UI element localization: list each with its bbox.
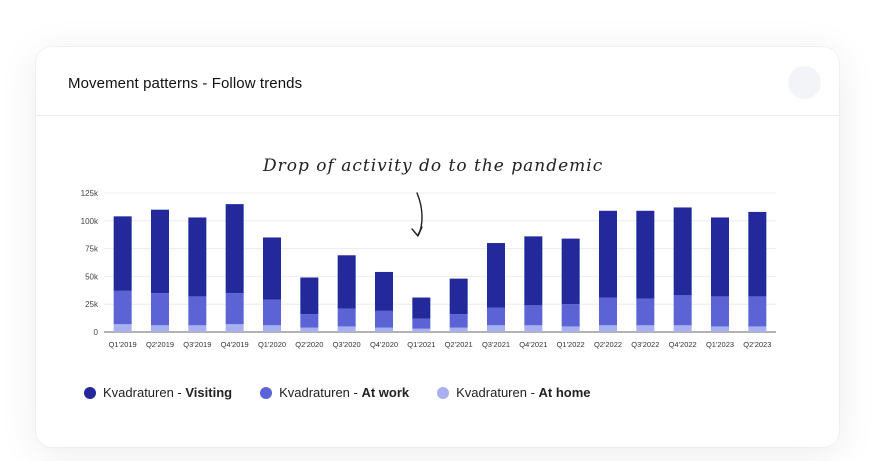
x-tick-label: Q2'2019: [146, 340, 174, 349]
legend-swatch-at-home: [437, 386, 450, 399]
x-tick-label: Q4'2021: [519, 340, 547, 349]
y-tick-label: 0: [94, 328, 99, 337]
bar-segment-at-home: [151, 325, 169, 332]
bar-segment-visiting: [151, 209, 169, 294]
bar-segment-at-home: [375, 327, 393, 332]
bar-segment-at-work: [151, 293, 169, 326]
legend-item-at-home[interactable]: Kvadraturen - At home: [437, 385, 591, 400]
bar-segment-visiting: [636, 210, 655, 299]
x-tick-label: Q1'2020: [258, 340, 286, 349]
bar-segment-at-home: [673, 325, 692, 332]
bar-segment-at-work: [263, 299, 281, 326]
bar-segment-at-home: [524, 325, 543, 332]
bar-segment-at-home: [748, 326, 767, 332]
bar-segment-visiting: [113, 216, 132, 291]
bar-segment-visiting: [449, 278, 468, 315]
bar-segment-at-home: [636, 325, 655, 332]
legend-item-at-work[interactable]: Kvadraturen - At work: [260, 385, 409, 400]
card-header: Movement patterns - Follow trends: [36, 47, 839, 116]
bar-segment-at-work: [449, 314, 468, 328]
y-tick-label: 100k: [81, 217, 99, 226]
bar-segment-at-home: [188, 325, 207, 332]
bar-segment-at-work: [375, 310, 393, 328]
bar-segment-visiting: [375, 271, 393, 311]
x-tick-label: Q1'2022: [557, 340, 585, 349]
bar-segment-at-work: [225, 293, 244, 325]
x-tick-label: Q2'2021: [445, 340, 473, 349]
legend-label-bold: At work: [361, 385, 410, 400]
x-tick-label: Q3'2019: [183, 340, 211, 349]
bar-segment-at-work: [748, 296, 767, 327]
x-tick-label: Q4'2020: [370, 340, 398, 349]
bar-segment-visiting: [524, 236, 543, 306]
x-tick-label: Q4'2022: [669, 340, 697, 349]
bar-segment-at-home: [300, 327, 319, 332]
legend-label-bold: At home: [538, 385, 591, 400]
bar-segment-at-work: [599, 297, 617, 326]
legend-label-prefix: Kvadraturen -: [279, 385, 362, 400]
stacked-bar-chart: 0 25k 50k 75k 100k 125k Q1'2019 Q2'2019 Q3'2019 Q…: [81, 156, 776, 349]
annotation-text: Drop of activity do to the pandemic: [262, 156, 603, 176]
bar-segment-visiting: [263, 237, 281, 300]
bar-segment-at-home: [599, 325, 617, 332]
x-tick-label: Q3'2020: [333, 340, 361, 349]
bar-segment-at-home: [449, 327, 468, 332]
x-tick-label: Q3'2022: [631, 340, 659, 349]
x-tick-label: Q4'2019: [221, 340, 249, 349]
bar-segment-at-home: [487, 325, 505, 332]
y-tick-label: 125k: [81, 189, 99, 198]
bar-segment-visiting: [748, 211, 767, 297]
bar-segment-visiting: [412, 297, 431, 319]
bar-segment-at-home: [561, 326, 580, 332]
y-tick-label: 75k: [85, 245, 99, 254]
menu-circle-icon[interactable]: [788, 66, 821, 99]
bar-segment-at-work: [300, 314, 319, 328]
bar-segment-visiting: [487, 243, 505, 308]
legend-swatch-at-work: [260, 386, 273, 399]
bar-segment-at-work: [337, 308, 356, 327]
bar-segment-at-work: [636, 298, 655, 326]
y-tick-label: 25k: [85, 300, 99, 309]
bar-segment-at-work: [673, 295, 692, 326]
legend-label-bold: Visiting: [185, 385, 233, 400]
x-tick-label: Q1'2019: [109, 340, 137, 349]
legend-swatch-visiting: [84, 386, 96, 399]
y-tick-label: 50k: [85, 272, 99, 281]
bar-segment-at-home: [263, 325, 281, 332]
bar-segment-visiting: [561, 238, 580, 305]
bar-segment-visiting: [300, 277, 319, 315]
bar-segment-visiting: [711, 217, 729, 297]
bar-segment-at-work: [561, 304, 580, 327]
legend: Kvadraturen - Visiting Kvadraturen - At …: [84, 385, 591, 400]
x-tick-label: Q3'2021: [482, 340, 510, 349]
chart-card: Movement patterns - Follow trends 0 25k 50…: [36, 47, 839, 447]
bar-segment-at-home: [225, 324, 244, 332]
bar-segment-visiting: [225, 204, 244, 294]
x-tick-label: Q2'2023: [743, 340, 771, 349]
annotation-arrowhead: [411, 226, 423, 237]
bar-segment-at-home: [711, 326, 729, 332]
legend-label-prefix: Kvadraturen -: [103, 385, 186, 400]
x-tick-label: Q2'2020: [295, 340, 323, 349]
bar-segment-visiting: [599, 210, 617, 298]
bar-segment-at-work: [188, 296, 207, 326]
bar-segment-visiting: [188, 217, 207, 297]
bar-segment-visiting: [337, 255, 356, 309]
bar-segment-at-work: [711, 296, 729, 327]
legend-label-prefix: Kvadraturen -: [456, 385, 539, 400]
bar-segment-at-work: [113, 290, 132, 325]
bar-segment-at-work: [487, 307, 505, 326]
bar-segment-at-work: [524, 305, 543, 326]
x-tick-label: Q2'2022: [594, 340, 622, 349]
legend-item-visiting[interactable]: Kvadraturen - Visiting: [84, 385, 232, 400]
x-tick-label: Q1'2021: [407, 340, 435, 349]
bar-segment-at-home: [412, 328, 431, 332]
bar-segment-visiting: [673, 207, 692, 296]
bar-segment-at-home: [337, 326, 356, 332]
card-title: Movement patterns - Follow trends: [68, 75, 303, 92]
bar-segment-at-home: [113, 324, 132, 332]
bar-segment-at-work: [412, 318, 431, 329]
x-tick-label: Q1'2023: [706, 340, 734, 349]
